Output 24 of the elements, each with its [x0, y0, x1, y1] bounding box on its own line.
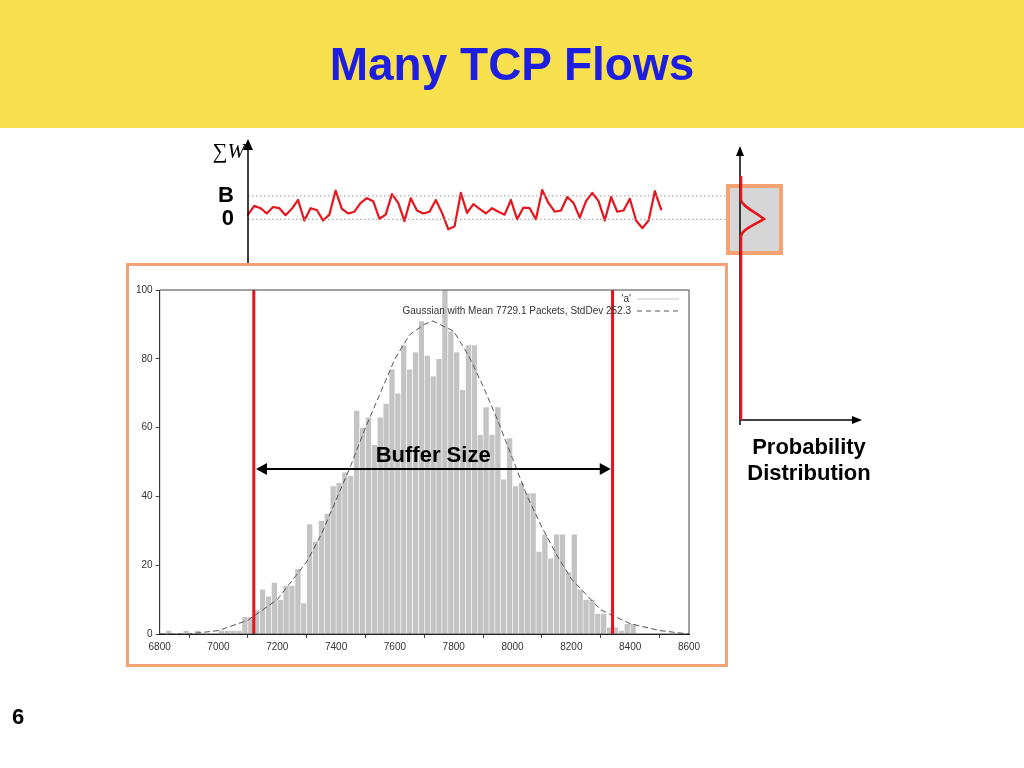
- y-tick-label: 60: [141, 421, 154, 433]
- x-tick-label: 7200: [266, 640, 289, 652]
- annotation: Buffer Size: [375, 441, 491, 467]
- x-tick-label: 8400: [619, 640, 642, 652]
- x-tick-label: 7600: [383, 640, 407, 652]
- x-tick-label: 8000: [501, 640, 525, 652]
- ref-line-label: B: [218, 181, 234, 207]
- y-tick-label: 80: [141, 352, 154, 364]
- x-tick-label: 8600: [677, 640, 701, 652]
- x-tick-label: 7800: [442, 640, 466, 652]
- y-axis-title: ∑W: [212, 139, 248, 164]
- y-tick-label: 20: [141, 558, 154, 570]
- x-tick-label: 7000: [207, 640, 231, 652]
- chart-title: Many TCP Flows: [329, 37, 695, 91]
- x-tick-label: 8200: [560, 640, 583, 652]
- text: 6: [10, 704, 26, 730]
- ref-line-label: 0: [221, 205, 234, 231]
- text: Probability Distribution: [746, 434, 872, 486]
- y-tick-label: 100: [136, 283, 154, 295]
- x-tick-label: 7400: [325, 640, 348, 652]
- y-tick-label: 0: [147, 627, 154, 639]
- x-tick-label: 6800: [148, 640, 172, 652]
- y-tick-label: 40: [141, 490, 154, 502]
- legend-label: 'a': [621, 292, 632, 304]
